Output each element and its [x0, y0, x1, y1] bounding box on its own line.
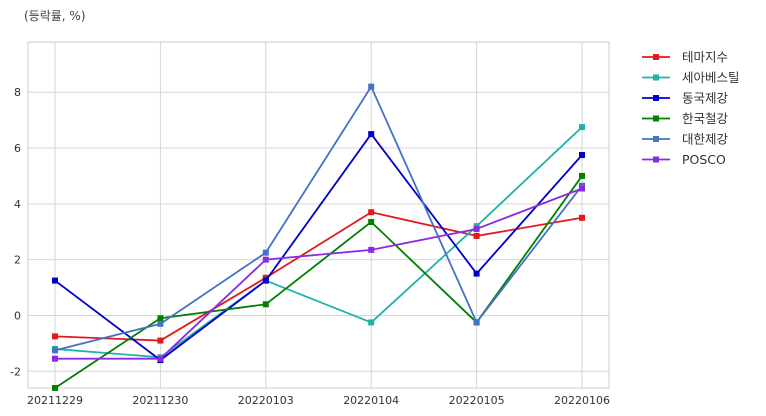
- series-line: [55, 187, 583, 360]
- plot-frame: [27, 41, 610, 389]
- legend-item: 동국제강: [642, 91, 729, 106]
- legend-label: 테마지수: [682, 50, 728, 65]
- series-line: [54, 211, 583, 342]
- data-point: [52, 385, 58, 391]
- y-tick-label: 8: [14, 86, 21, 99]
- grid: [28, 42, 609, 388]
- legend-item: 한국철강: [642, 111, 729, 126]
- x-axis: 20211229 20211230 20220103 20220104 20220105…: [27, 394, 610, 407]
- x-tick-label: 20220105: [449, 394, 505, 407]
- data-point: [52, 347, 58, 354]
- legend-marker: [653, 74, 659, 81]
- legend-label: 동국제강: [682, 91, 729, 106]
- data-point: [52, 277, 58, 284]
- data-point: [262, 277, 269, 284]
- y-axis: -2 0 2 4 6 8: [10, 86, 21, 378]
- data-point: [262, 301, 269, 308]
- data-point: [579, 185, 585, 192]
- unit-label: (등락률, %): [24, 9, 86, 23]
- legend-label: 한국철강: [682, 111, 729, 126]
- x-tick-label: 20211229: [27, 394, 83, 407]
- series-line: [54, 133, 583, 361]
- data-point: [368, 246, 375, 253]
- data-point: [579, 214, 585, 221]
- y-tick-label: -2: [10, 365, 21, 378]
- legend-marker: [653, 136, 659, 142]
- series-6: [52, 185, 585, 362]
- series-1: [52, 209, 585, 344]
- data-point: [368, 83, 375, 90]
- series-line: [54, 126, 583, 359]
- data-point: [368, 131, 375, 138]
- data-point: [262, 249, 269, 256]
- legend-label: 대한제강: [682, 132, 729, 147]
- data-point: [368, 218, 375, 225]
- legend-item: 테마지수: [642, 50, 728, 65]
- legend-marker: [653, 54, 659, 60]
- series-line: [54, 85, 583, 352]
- data-point: [579, 172, 585, 179]
- data-point: [473, 319, 480, 326]
- data-point: [157, 320, 164, 327]
- series-line: [54, 175, 583, 389]
- y-tick-label: 0: [14, 309, 21, 322]
- series-group: [52, 83, 585, 391]
- data-point: [52, 355, 58, 362]
- legend-label: 세아베스틸: [682, 70, 740, 85]
- data-point: [473, 232, 480, 239]
- data-point: [368, 319, 375, 326]
- data-point: [157, 355, 164, 362]
- legend-marker: [653, 115, 659, 122]
- y-tick-label: 4: [14, 198, 21, 211]
- legend-label: POSCO: [682, 152, 726, 167]
- legend-item: 대한제강: [642, 132, 729, 147]
- legend-item: POSCO: [642, 152, 726, 167]
- data-point: [579, 124, 585, 131]
- data-point: [368, 209, 375, 216]
- data-point: [157, 315, 164, 322]
- x-tick-label: 20220103: [238, 394, 294, 407]
- y-tick-label: 2: [14, 254, 21, 267]
- data-point: [473, 225, 480, 232]
- data-point: [262, 256, 269, 263]
- data-point: [579, 152, 585, 159]
- y-tick-label: 6: [14, 142, 21, 155]
- x-tick-label: 20220104: [343, 394, 399, 407]
- series-3: [52, 131, 585, 364]
- data-point: [52, 333, 58, 340]
- legend-marker: [653, 95, 659, 101]
- data-point: [157, 337, 164, 344]
- x-tick-label: 20211230: [132, 394, 188, 407]
- data-point: [473, 270, 480, 277]
- x-tick-label: 20220106: [554, 394, 610, 407]
- legend-marker: [653, 156, 659, 163]
- legend-item: 세아베스틸: [642, 70, 740, 85]
